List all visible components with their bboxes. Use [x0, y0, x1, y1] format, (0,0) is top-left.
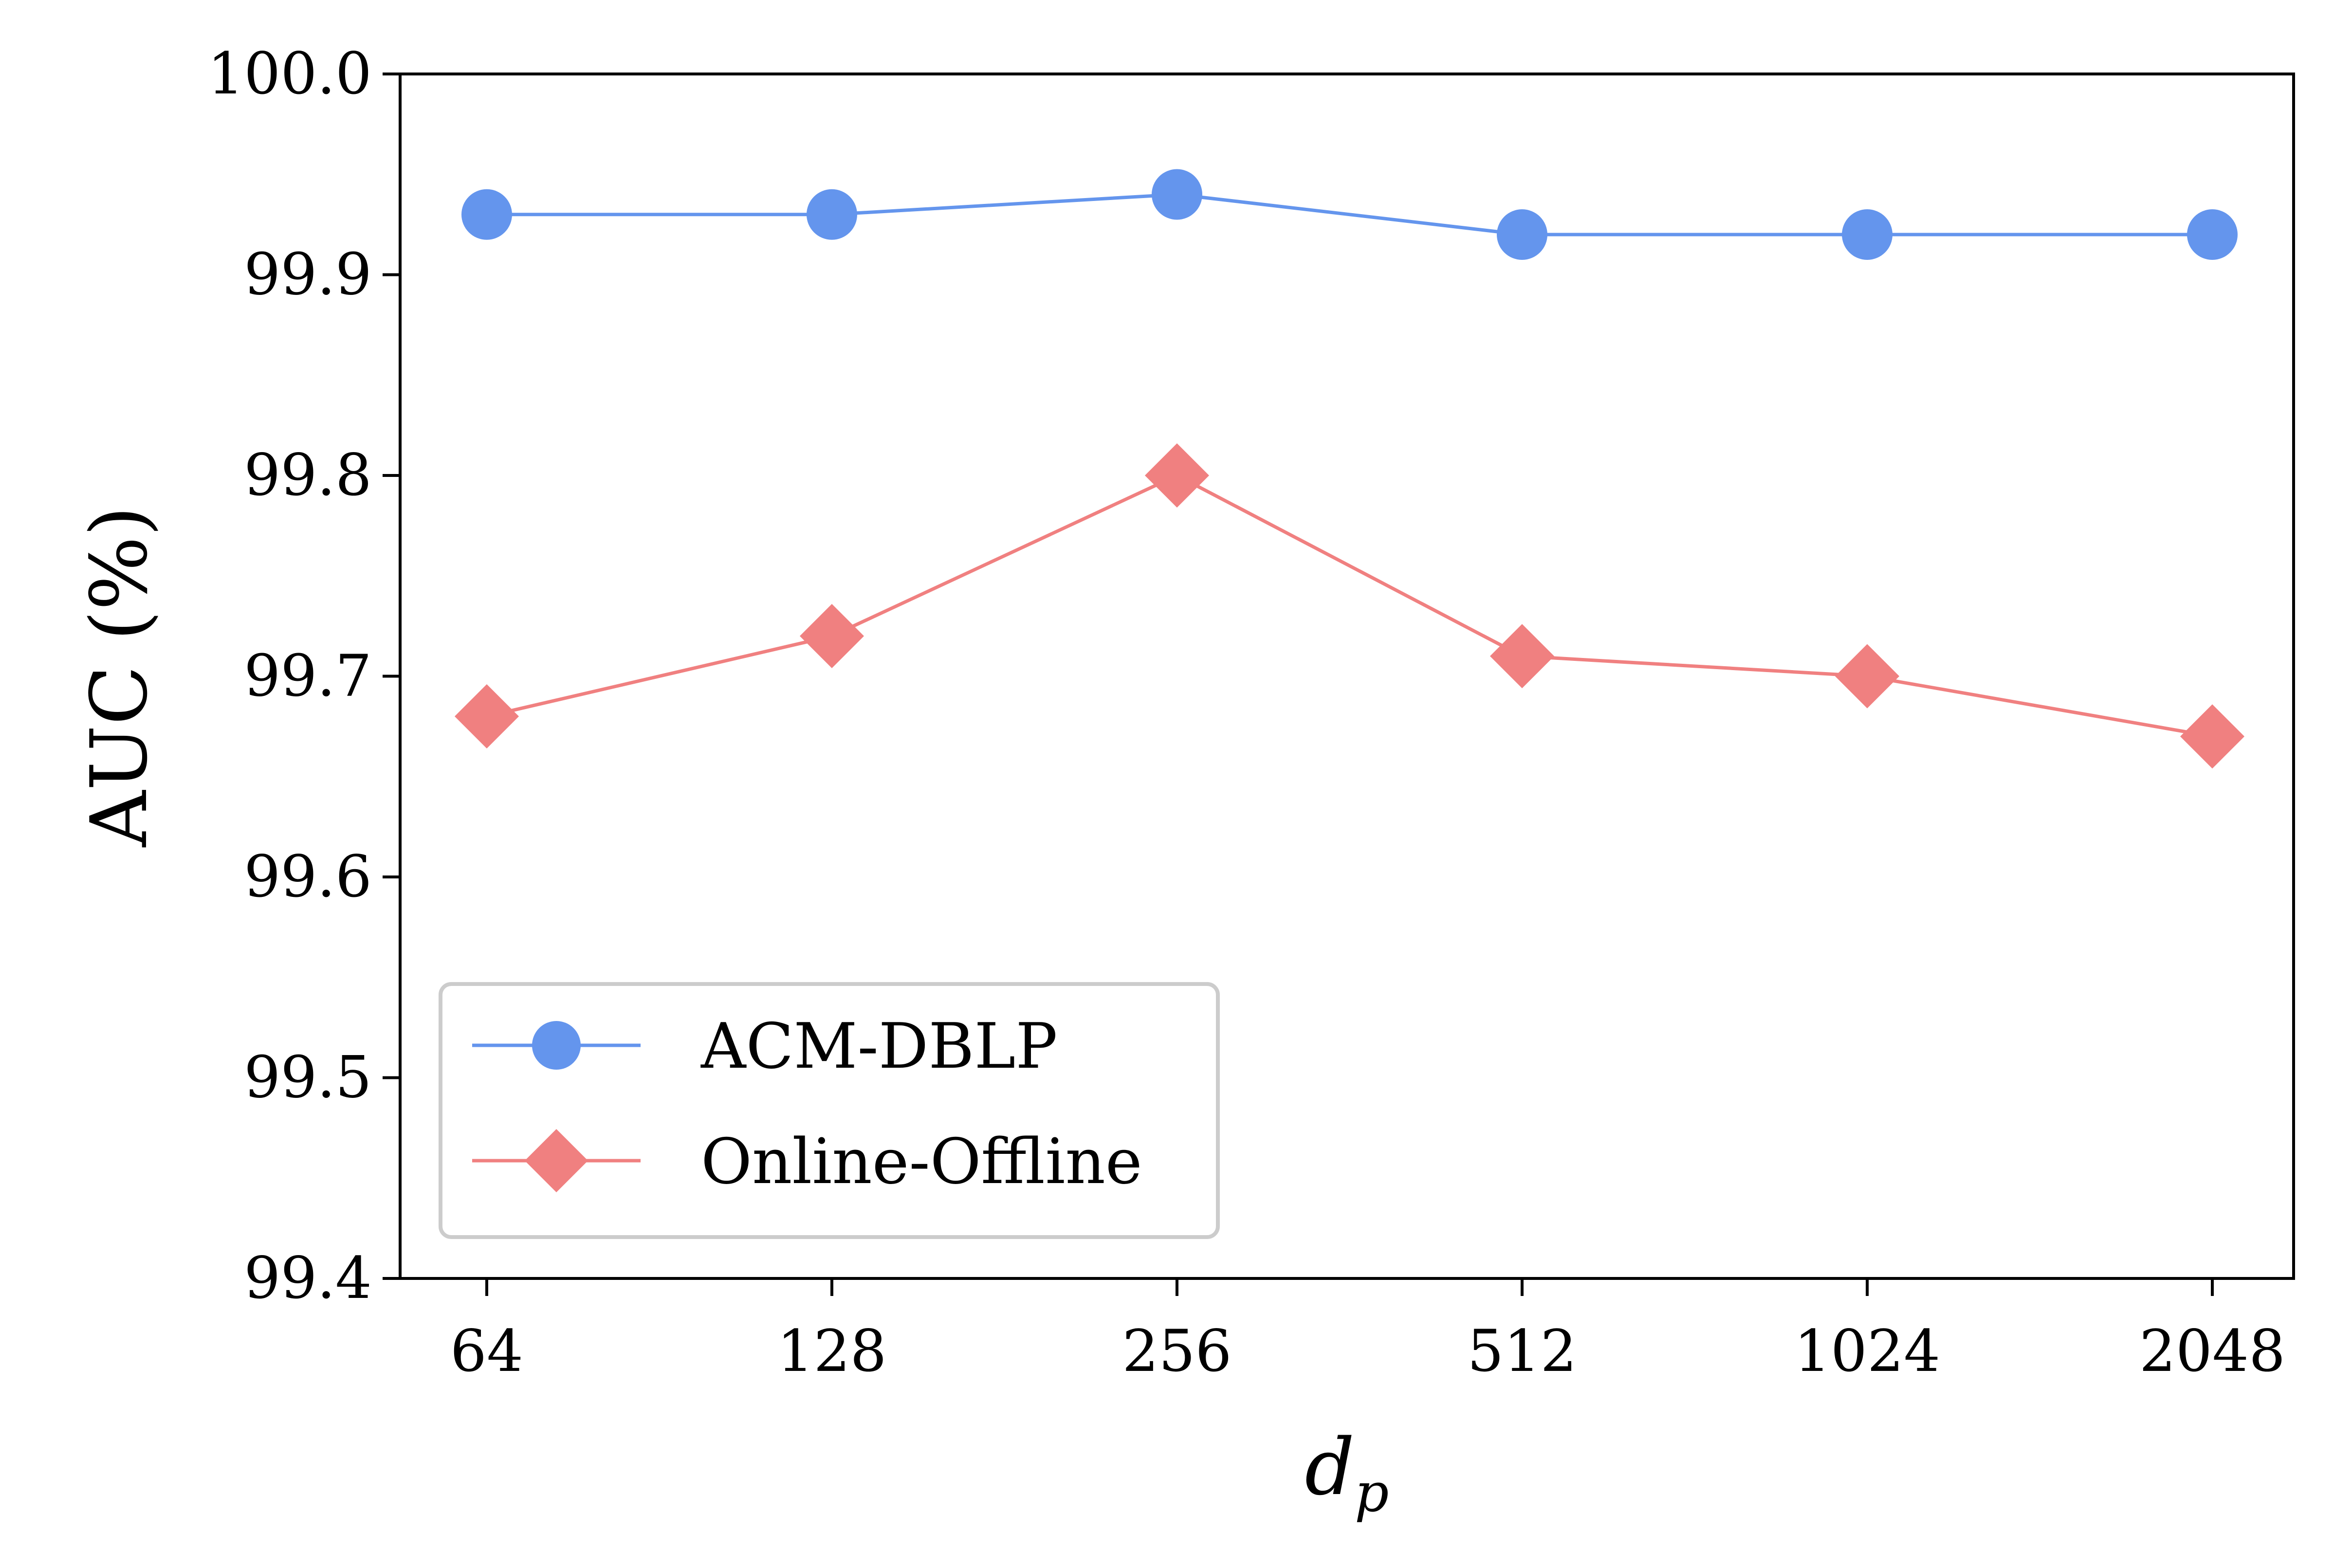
x-tick-label: 512 [1467, 1317, 1577, 1385]
x-tick-label: 128 [777, 1317, 886, 1385]
y-axis-label: AUC (%) [74, 506, 165, 848]
data-point-acm-dblp [1842, 209, 1893, 260]
series-line-acm-dblp [487, 192, 2212, 237]
legend-label-acm-dblp: ACM-DBLP [700, 1010, 1058, 1083]
x-axis-label-subscript: p [1355, 1461, 1389, 1524]
data-point-acm-dblp [1497, 209, 1547, 260]
y-tick-label: 99.4 [244, 1244, 372, 1312]
series-line-online-offline [486, 474, 2213, 738]
data-point-acm-dblp [1152, 169, 1202, 220]
x-tick-label: 64 [450, 1317, 523, 1385]
data-point-acm-dblp [807, 189, 857, 240]
x-axis-label-main: d [1305, 1422, 1355, 1513]
data-point-online-offline [1490, 624, 1554, 689]
legend-marker-online-offline [525, 1129, 588, 1192]
legend: ACM-DBLP Online-Offline [439, 982, 1220, 1239]
data-point-online-offline [2180, 704, 2244, 769]
data-point-acm-dblp [461, 189, 512, 240]
plot-frame [399, 73, 2295, 1280]
y-tick-label: 99.7 [244, 642, 372, 710]
x-axis-ticks: 64 128 256 512 1024 2048 [450, 1278, 2285, 1385]
x-tick-label: 1024 [1794, 1317, 1940, 1385]
legend-marker-acm-dblp [532, 1021, 581, 1070]
y-tick-label: 99.9 [244, 241, 372, 308]
data-point-online-offline [1835, 644, 1899, 709]
x-axis-label: dp [1305, 1422, 1389, 1524]
y-tick-label: 100.0 [207, 40, 372, 107]
series-online-offline [455, 443, 2244, 769]
y-tick-label: 99.8 [244, 441, 372, 509]
y-tick-label: 99.6 [244, 843, 372, 910]
y-axis-ticks: 99.4 99.5 99.6 99.7 99.8 99.9 100.0 [207, 40, 400, 1312]
data-point-online-offline [455, 684, 519, 748]
series-layer [455, 169, 2244, 769]
data-point-acm-dblp [2187, 209, 2238, 260]
x-tick-label: 2048 [2139, 1317, 2285, 1385]
legend-label-online-offline: Online-Offline [701, 1126, 1142, 1198]
x-tick-label: 256 [1122, 1317, 1231, 1385]
y-tick-label: 99.5 [244, 1044, 372, 1111]
data-point-online-offline [1145, 443, 1209, 508]
series-acm-dblp [461, 169, 2238, 260]
legend-box [439, 982, 1220, 1239]
data-point-online-offline [800, 604, 864, 668]
